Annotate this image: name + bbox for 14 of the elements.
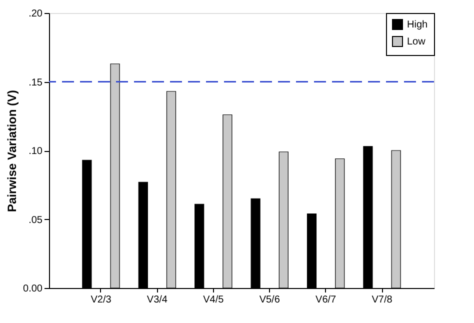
x-tick-label: V7/8 xyxy=(372,294,393,306)
y-tick-label: .20 xyxy=(28,8,43,20)
y-tick-label: .15 xyxy=(28,77,43,88)
y-tick-label: .05 xyxy=(28,214,43,226)
y-axis-title: Pairwise Variation (V) xyxy=(5,90,20,212)
x-tick-label: V2/3 xyxy=(90,294,112,306)
x-tick-label: V5/6 xyxy=(259,294,280,306)
legend-label: High xyxy=(407,20,428,30)
y-tick-label: .10 xyxy=(28,146,43,157)
legend-label: Low xyxy=(407,36,426,48)
x-tick-label: V3/4 xyxy=(146,294,168,306)
x-tick-label: V6/7 xyxy=(316,294,337,306)
y-tick-label: 0.00 xyxy=(23,284,43,294)
x-tick-label: V4/5 xyxy=(203,294,224,306)
